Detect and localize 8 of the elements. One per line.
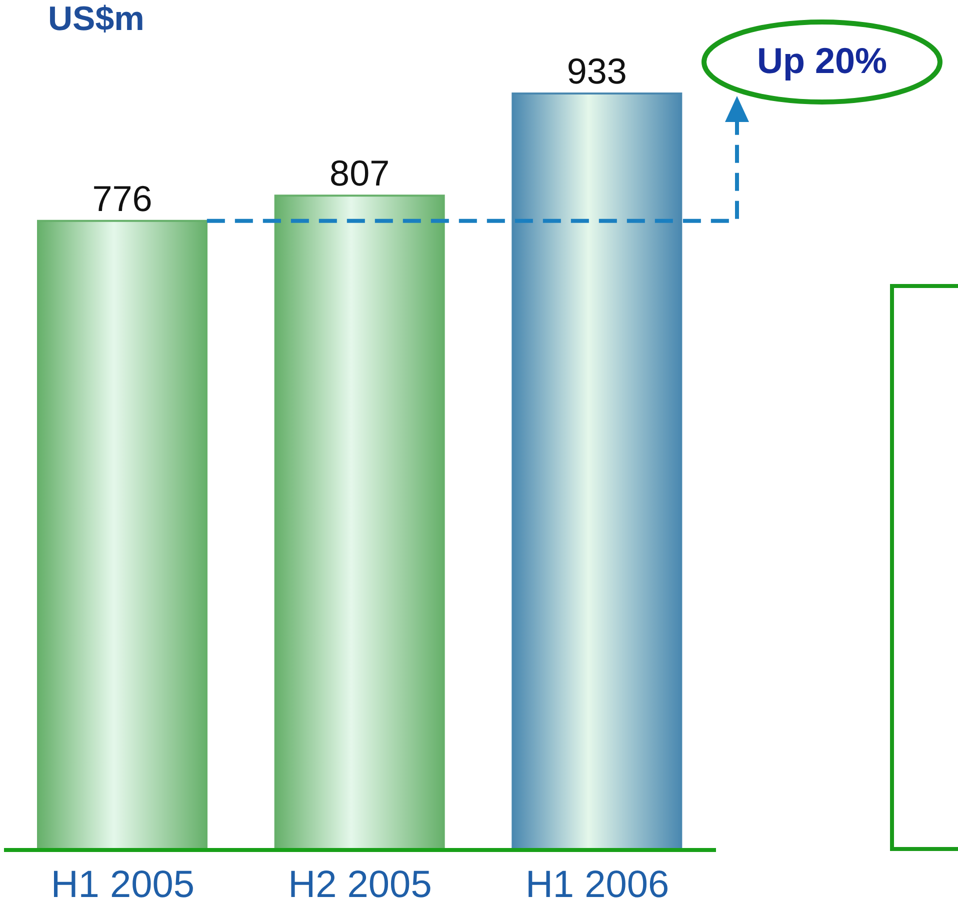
data-label: 776 (92, 178, 152, 219)
data-label: 807 (330, 152, 390, 194)
x-tick-label: H1 2006 (525, 864, 670, 906)
x-tick-label: H2 2005 (288, 864, 432, 906)
data-label: 933 (566, 50, 627, 92)
text: Up 20% (756, 40, 888, 82)
chart-title: US$m (48, 0, 144, 39)
x-tick-label: H1 2005 (50, 864, 195, 906)
